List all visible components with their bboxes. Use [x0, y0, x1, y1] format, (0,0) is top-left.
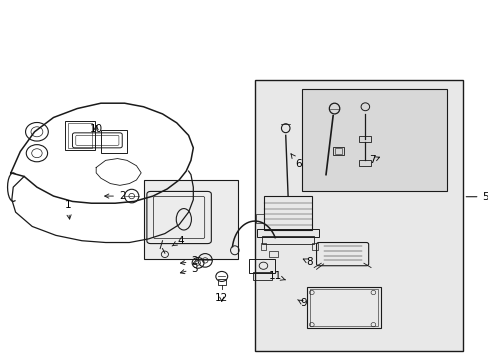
Bar: [218, 279, 225, 285]
Bar: [262, 237, 313, 244]
Bar: [268, 251, 277, 257]
Bar: [306, 287, 380, 328]
Bar: [260, 243, 266, 249]
Bar: [309, 289, 377, 326]
Text: 9: 9: [297, 298, 306, 308]
Bar: [143, 180, 238, 258]
Text: 11: 11: [268, 271, 285, 282]
Bar: [252, 272, 271, 280]
Text: 5: 5: [465, 192, 488, 202]
Text: 6: 6: [290, 154, 302, 169]
Bar: [312, 243, 317, 249]
Text: 7: 7: [368, 156, 379, 165]
Bar: [264, 196, 311, 230]
Bar: [65, 121, 95, 150]
Bar: [359, 160, 370, 166]
Bar: [332, 147, 343, 155]
Bar: [68, 123, 92, 148]
Text: 4: 4: [172, 236, 183, 246]
Bar: [101, 130, 127, 153]
Text: 2: 2: [180, 256, 198, 266]
Text: 2: 2: [104, 191, 125, 201]
Bar: [334, 148, 342, 154]
Bar: [254, 80, 463, 351]
Text: 10: 10: [89, 124, 102, 134]
Bar: [359, 136, 370, 143]
Text: 8: 8: [303, 257, 313, 267]
Bar: [302, 89, 446, 191]
Bar: [249, 258, 275, 273]
Text: 1: 1: [64, 200, 71, 219]
Bar: [255, 214, 264, 223]
Text: 3: 3: [180, 264, 198, 274]
Text: 12: 12: [215, 293, 228, 302]
Bar: [257, 229, 318, 237]
